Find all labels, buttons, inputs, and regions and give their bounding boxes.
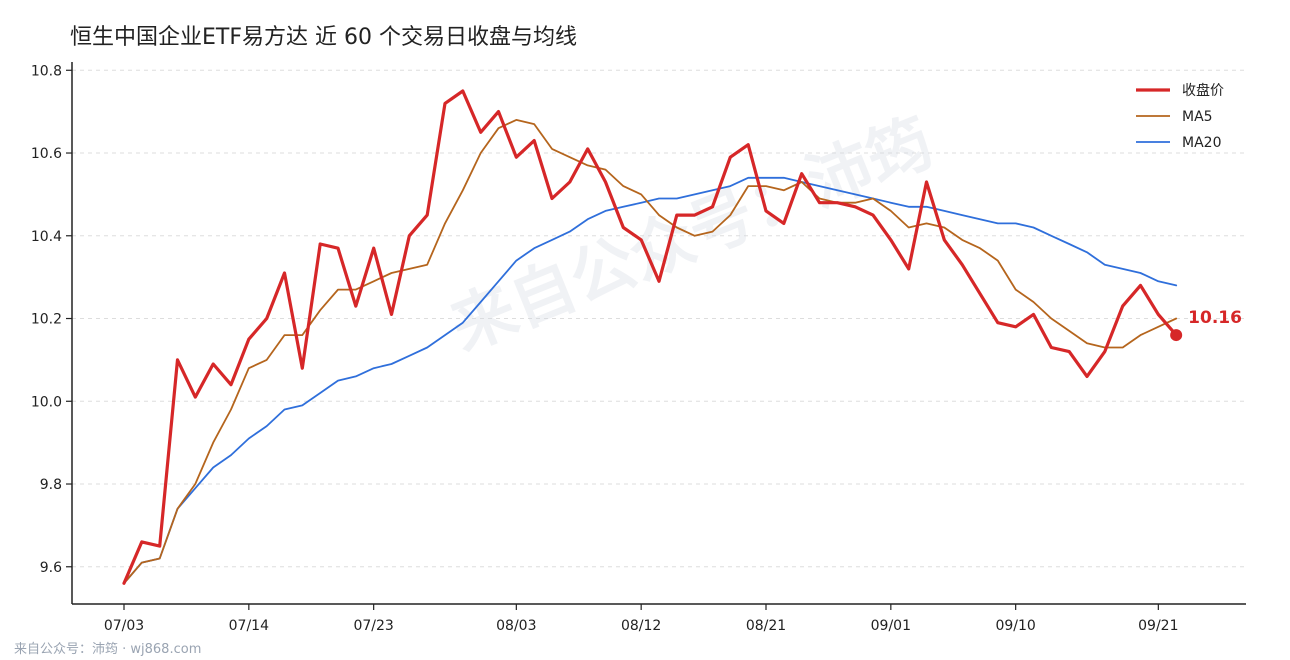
x-tick-label: 08/12 bbox=[621, 618, 661, 634]
legend-label: MA20 bbox=[1182, 135, 1221, 151]
legend: 收盘价 MA5 MA20 bbox=[1136, 82, 1224, 151]
footer-source: 来自公众号：沛筠 · wj868.com bbox=[14, 638, 201, 657]
x-tick-label: 07/14 bbox=[229, 618, 269, 634]
y-tick-label: 10.4 bbox=[31, 229, 62, 245]
legend-label: 收盘价 bbox=[1182, 82, 1224, 99]
x-tick-label: 09/21 bbox=[1138, 618, 1178, 634]
x-tick-label: 09/10 bbox=[995, 618, 1035, 634]
legend-label: MA5 bbox=[1182, 109, 1213, 125]
y-tick-label: 10.8 bbox=[31, 63, 62, 79]
series-layer bbox=[124, 91, 1176, 583]
x-tick-label: 09/01 bbox=[871, 618, 911, 634]
y-axis-ticks: 9.6 9.8 10.0 10.2 10.4 10.6 10.8 bbox=[31, 63, 72, 575]
last-point-group: 10.16 bbox=[1170, 308, 1242, 341]
last-close-point bbox=[1170, 329, 1182, 341]
grid-lines bbox=[72, 70, 1246, 566]
last-value-label: 10.16 bbox=[1188, 308, 1242, 328]
x-tick-label: 08/03 bbox=[496, 618, 536, 634]
y-tick-label: 10.2 bbox=[31, 312, 62, 328]
y-tick-label: 9.6 bbox=[40, 560, 62, 576]
x-tick-label: 07/03 bbox=[104, 618, 144, 634]
series-line-ma5 bbox=[124, 120, 1176, 583]
x-tick-label: 08/21 bbox=[746, 618, 786, 634]
y-tick-label: 10.6 bbox=[31, 146, 62, 162]
y-tick-label: 9.8 bbox=[40, 477, 62, 493]
y-tick-label: 10.0 bbox=[31, 394, 62, 410]
chart-title: 恒生中国企业ETF易方达 近 60 个交易日收盘与均线 bbox=[70, 25, 577, 50]
x-axis-ticks: 07/03 07/14 07/23 08/03 08/12 08/21 09/01 09/10… bbox=[104, 604, 1179, 634]
series-line-close bbox=[124, 91, 1176, 583]
x-tick-label: 07/23 bbox=[353, 618, 393, 634]
